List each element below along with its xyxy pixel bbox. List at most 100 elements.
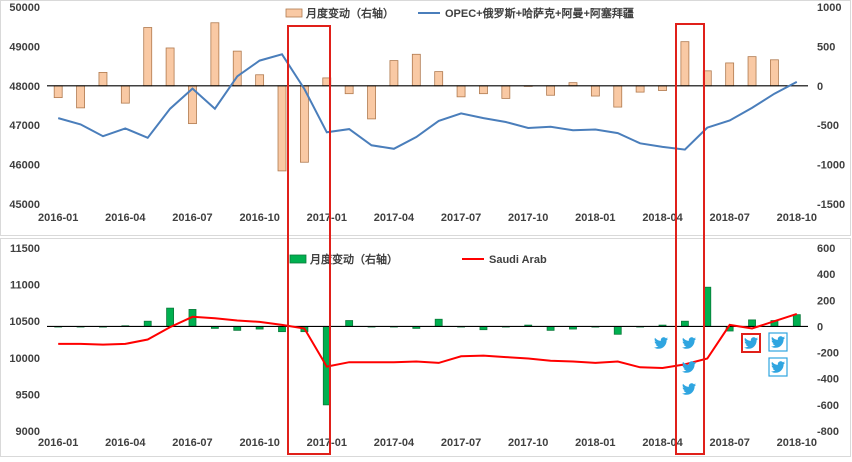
- twitter-icon: [682, 361, 696, 373]
- bar: [680, 320, 689, 327]
- bar: [658, 85, 667, 91]
- bar: [367, 85, 376, 120]
- y2-tick-label: -500: [817, 120, 839, 132]
- series-line: [57, 53, 798, 151]
- twitter-icon: [682, 337, 696, 349]
- x-tick-label: 2016-10: [239, 212, 279, 224]
- x-tick-label: 2017-04: [374, 437, 415, 449]
- x-tick-label: 2018-10: [777, 212, 817, 224]
- bar: [613, 85, 623, 108]
- bar: [389, 60, 399, 87]
- y2-tick-label: 400: [817, 269, 835, 281]
- twitter-icon: [771, 361, 785, 373]
- bar: [165, 47, 175, 87]
- twitter-icon: [654, 337, 668, 349]
- panel-frame: [0, 238, 851, 457]
- bar: [210, 22, 220, 87]
- twitter-icon: [682, 383, 696, 395]
- x-tick-label: 2016-01: [38, 212, 78, 224]
- y-tick-label: 9000: [16, 426, 40, 438]
- bar: [748, 319, 756, 327]
- legend-line-label: OPEC+俄罗斯+哈萨克+阿曼+阿塞拜疆: [445, 6, 634, 20]
- y2-tick-label: 0: [817, 81, 823, 93]
- y-tick-label: 10500: [9, 316, 40, 328]
- x-tick-label: 2018-07: [709, 212, 749, 224]
- bar: [546, 85, 556, 96]
- x-tick-label: 2017-01: [307, 437, 347, 449]
- bar: [792, 314, 801, 327]
- y2-tick-label: 0: [817, 321, 823, 333]
- y2-tick-label: 1000: [817, 2, 841, 14]
- bar: [770, 59, 779, 87]
- x-tick-label: 2016-10: [239, 437, 279, 449]
- bar: [411, 53, 421, 87]
- bar: [747, 56, 757, 87]
- twitter-icon: [682, 361, 696, 373]
- bar: [166, 307, 175, 327]
- bar: [120, 85, 130, 104]
- y-tick-label: 49000: [9, 41, 40, 53]
- bar: [613, 326, 622, 335]
- bar: [143, 320, 152, 327]
- twitter-icon: [682, 383, 696, 395]
- x-tick-label: 2016-04: [105, 437, 146, 449]
- y2-tick-label: 200: [817, 295, 835, 307]
- icon-frame: [768, 332, 788, 352]
- x-tick-label: 2018-01: [575, 212, 615, 224]
- bar: [590, 85, 600, 97]
- bar: [434, 318, 443, 327]
- twitter-icon: [682, 337, 696, 349]
- top-panel: 45000 46000 47000 48000 49000 50000 -1500 -1000…: [0, 0, 851, 236]
- bar: [456, 85, 466, 98]
- y2-tick-label: -400: [817, 374, 839, 386]
- y2-tick-label: -200: [817, 348, 839, 360]
- y-tick-label: 11000: [10, 280, 40, 292]
- y-tick-label: 46000: [9, 160, 40, 172]
- x-tick-label: 2018-01: [575, 437, 615, 449]
- bar: [635, 85, 645, 93]
- x-tick-label: 2018-04: [642, 212, 683, 224]
- panel-frame: [0, 0, 851, 236]
- y-tick-label: 45000: [9, 199, 40, 211]
- x-tick-label: 2017-07: [441, 437, 481, 449]
- y-tick-label: 9500: [16, 389, 40, 401]
- y-tick-label: 47000: [9, 120, 40, 132]
- y-tick-label: 10000: [9, 353, 40, 365]
- x-tick-label: 2016-01: [38, 437, 78, 449]
- y2-tick-label: -1500: [817, 199, 845, 211]
- y2-tick-label: -800: [817, 426, 839, 438]
- annotation-overlay: [287, 23, 788, 455]
- bar: [434, 71, 444, 87]
- twitter-icon: [771, 336, 785, 348]
- legend-line-label: Saudi Arab: [489, 254, 547, 266]
- x-tick-label: 2017-04: [374, 212, 415, 224]
- y2-tick-label: -600: [817, 400, 839, 412]
- x-tick-label: 2018-04: [642, 437, 683, 449]
- bar: [255, 74, 265, 87]
- bar: [299, 85, 309, 163]
- legend-bar-swatch: [289, 254, 307, 264]
- x-tick-label: 2016-07: [172, 437, 212, 449]
- bar: [345, 320, 354, 327]
- x-tick-label: 2017-10: [508, 212, 548, 224]
- x-tick-label: 2016-04: [105, 212, 146, 224]
- bar: [479, 85, 488, 95]
- legend-bar-label: 月度变动（右轴）: [309, 252, 398, 266]
- bar: [344, 85, 354, 95]
- legend-bar-swatch: [285, 8, 303, 18]
- bar: [278, 326, 286, 333]
- y2-tick-label: -1000: [817, 160, 845, 172]
- twitter-icon: [654, 337, 668, 349]
- x-tick-label: 2016-07: [172, 212, 212, 224]
- bar: [680, 41, 690, 87]
- x-tick-label: 2018-07: [709, 437, 749, 449]
- bar: [501, 85, 511, 99]
- bar: [53, 85, 63, 99]
- bar: [725, 62, 735, 87]
- highlight-box-2018-06: [675, 23, 705, 455]
- twitter-icon: [771, 336, 785, 348]
- x-tick-label: 2017-07: [441, 212, 481, 224]
- y-tick-label: 48000: [9, 81, 40, 93]
